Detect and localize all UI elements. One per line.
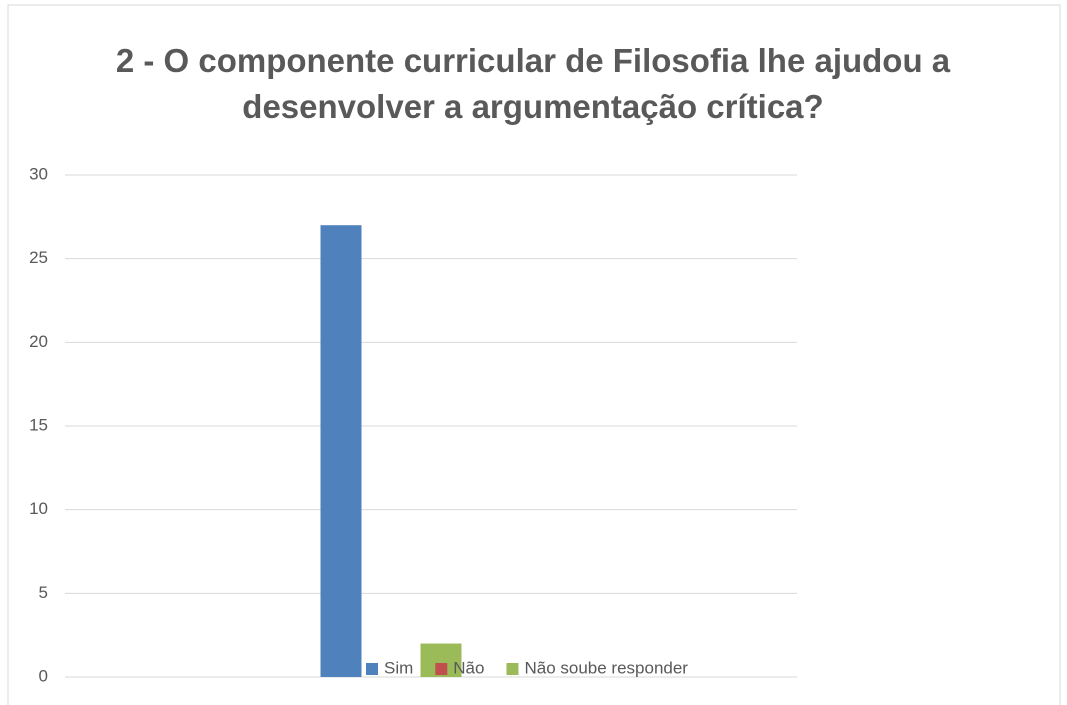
bar bbox=[320, 225, 362, 677]
legend-label: Sim bbox=[384, 658, 413, 677]
y-tick-label: 10 bbox=[29, 499, 48, 518]
y-tick-label: 5 bbox=[39, 583, 48, 602]
legend-swatch bbox=[435, 663, 448, 675]
legend-swatch bbox=[506, 663, 519, 675]
y-tick-label: 0 bbox=[39, 666, 48, 685]
legend-swatch bbox=[366, 663, 378, 675]
y-tick-label: 15 bbox=[29, 415, 48, 434]
chart-title: 2 - O componente curricular de Filosofia… bbox=[115, 42, 951, 125]
y-tick-label: 30 bbox=[29, 164, 48, 183]
y-tick-label: 25 bbox=[29, 248, 48, 267]
y-tick-label: 20 bbox=[29, 332, 48, 351]
legend-label: Não bbox=[453, 658, 484, 677]
chart-frame bbox=[7, 4, 1061, 705]
legend-label: Não soube responder bbox=[524, 658, 688, 677]
